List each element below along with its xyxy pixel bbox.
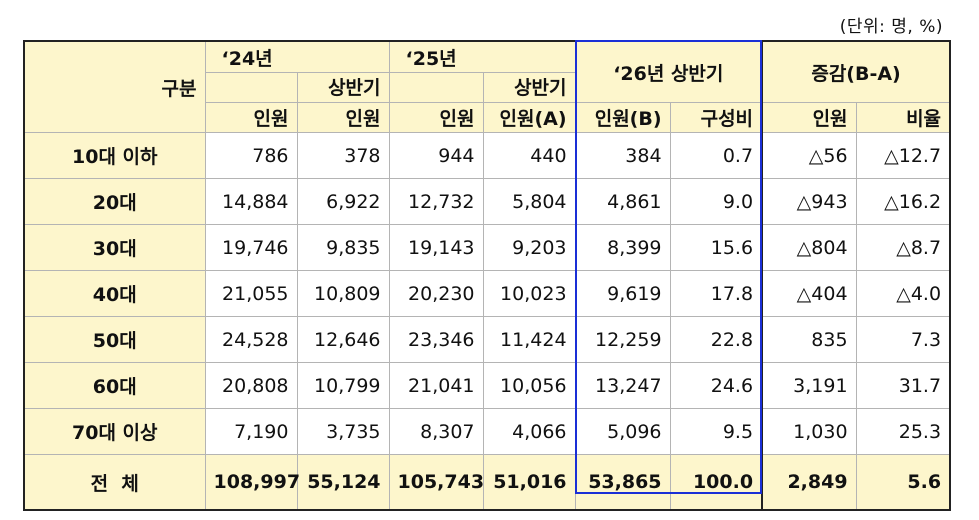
cell-change-ratio: △4.0 (855, 270, 951, 317)
cell-change-people: △404 (761, 270, 857, 317)
cell-2024: 21,055 (204, 270, 298, 317)
header-change-people: 인원 (761, 102, 857, 133)
cell-composition: 9.0 (669, 178, 763, 225)
table-row: 70대 이상 7,190 3,735 8,307 4,066 5,096 9.5… (23, 408, 951, 455)
cell-2026-half: 12,259 (574, 316, 671, 363)
cell-composition: 24.6 (669, 362, 763, 409)
total-2024-half: 55,124 (296, 454, 390, 511)
cell-change-people: △943 (761, 178, 857, 225)
table-row: 20대 14,884 6,922 12,732 5,804 4,861 9.0 … (23, 178, 951, 225)
total-2024: 108,997 (204, 454, 300, 511)
cell-2025-half: 10,023 (482, 270, 576, 317)
unit-note: (단위: 명, %) (839, 17, 943, 37)
header-category: 구분 (23, 40, 206, 133)
cell-2024-half: 9,835 (296, 224, 390, 271)
cell-change-people: 1,030 (761, 408, 857, 455)
cell-2025: 944 (388, 132, 484, 179)
cell-2024-half: 10,799 (296, 362, 390, 409)
cell-2024-half: 6,922 (296, 178, 390, 225)
total-label: 전 체 (23, 454, 206, 511)
cell-2024: 19,746 (204, 224, 298, 271)
row-label: 50대 (23, 316, 206, 363)
header-blank-2024 (204, 72, 298, 103)
header-2025-half: 상반기 (482, 72, 576, 103)
table-row: 60대 20,808 10,799 21,041 10,056 13,247 2… (23, 362, 951, 409)
header-change: 증감(B-A) (761, 40, 951, 103)
cell-2024-half: 12,646 (296, 316, 390, 363)
total-change-people: 2,849 (761, 454, 857, 511)
total-2026-half: 53,865 (574, 454, 671, 511)
row-label: 60대 (23, 362, 206, 409)
cell-composition: 0.7 (669, 132, 763, 179)
cell-2025-half: 440 (482, 132, 576, 179)
total-row: 전 체 108,997 55,124 105,743 51,016 53,865… (23, 454, 951, 511)
table-row: 10대 이하 786 378 944 440 384 0.7 △56 △12.7 (23, 132, 951, 179)
table-row: 40대 21,055 10,809 20,230 10,023 9,619 17… (23, 270, 951, 317)
header-year-2025: ‘25년 (388, 40, 576, 73)
row-label: 20대 (23, 178, 206, 225)
cell-change-ratio: 7.3 (855, 316, 951, 363)
cell-2025-half: 10,056 (482, 362, 576, 409)
cell-change-people: 3,191 (761, 362, 857, 409)
cell-2024-half: 10,809 (296, 270, 390, 317)
cell-2025-half: 9,203 (482, 224, 576, 271)
cell-2024: 24,528 (204, 316, 298, 363)
cell-2025-half: 5,804 (482, 178, 576, 225)
cell-2026-half: 384 (574, 132, 671, 179)
cell-2025: 21,041 (388, 362, 484, 409)
header-2025-people: 인원 (388, 102, 484, 133)
cell-change-ratio: △16.2 (855, 178, 951, 225)
cell-composition: 15.6 (669, 224, 763, 271)
cell-2026-half: 9,619 (574, 270, 671, 317)
total-change-ratio: 5.6 (855, 454, 951, 511)
header-change-ratio: 비율 (855, 102, 951, 133)
row-label: 70대 이상 (23, 408, 206, 455)
total-2025-half: 51,016 (482, 454, 576, 511)
cell-composition: 17.8 (669, 270, 763, 317)
cell-2024: 14,884 (204, 178, 298, 225)
statistics-table: 구분 ‘24년 ‘25년 ‘26년 상반기 증감(B-A) 상반기 상반기 인원… (23, 40, 952, 511)
cell-2025: 23,346 (388, 316, 484, 363)
cell-2025: 20,230 (388, 270, 484, 317)
header-2025-half-people-a: 인원(A) (482, 102, 576, 133)
header-year-2026-half: ‘26년 상반기 (574, 40, 763, 103)
cell-change-ratio: △8.7 (855, 224, 951, 271)
row-label: 10대 이하 (23, 132, 206, 179)
cell-2024: 786 (204, 132, 298, 179)
cell-2024-half: 3,735 (296, 408, 390, 455)
header-2026-people-b: 인원(B) (574, 102, 671, 133)
header-2024-half-people: 인원 (296, 102, 390, 133)
total-composition: 100.0 (669, 454, 763, 511)
row-label: 40대 (23, 270, 206, 317)
total-2025: 105,743 (388, 454, 484, 511)
row-label: 30대 (23, 224, 206, 271)
header-year-2024: ‘24년 (204, 40, 390, 73)
cell-2025-half: 4,066 (482, 408, 576, 455)
cell-2025: 12,732 (388, 178, 484, 225)
header-2026-composition: 구성비 (669, 102, 763, 133)
cell-2024: 7,190 (204, 408, 298, 455)
cell-composition: 22.8 (669, 316, 763, 363)
cell-change-ratio: △12.7 (855, 132, 951, 179)
header-blank-2025 (388, 72, 484, 103)
cell-2026-half: 13,247 (574, 362, 671, 409)
cell-2025: 8,307 (388, 408, 484, 455)
header-2024-half: 상반기 (296, 72, 390, 103)
cell-composition: 9.5 (669, 408, 763, 455)
cell-2024-half: 378 (296, 132, 390, 179)
cell-change-people: 835 (761, 316, 857, 363)
header-2024-people: 인원 (204, 102, 298, 133)
cell-change-people: △56 (761, 132, 857, 179)
cell-change-people: △804 (761, 224, 857, 271)
cell-2026-half: 8,399 (574, 224, 671, 271)
cell-2026-half: 5,096 (574, 408, 671, 455)
cell-2025: 19,143 (388, 224, 484, 271)
cell-2025-half: 11,424 (482, 316, 576, 363)
cell-2024: 20,808 (204, 362, 298, 409)
cell-change-ratio: 31.7 (855, 362, 951, 409)
cell-change-ratio: 25.3 (855, 408, 951, 455)
table-row: 50대 24,528 12,646 23,346 11,424 12,259 2… (23, 316, 951, 363)
cell-2026-half: 4,861 (574, 178, 671, 225)
table-row: 30대 19,746 9,835 19,143 9,203 8,399 15.6… (23, 224, 951, 271)
